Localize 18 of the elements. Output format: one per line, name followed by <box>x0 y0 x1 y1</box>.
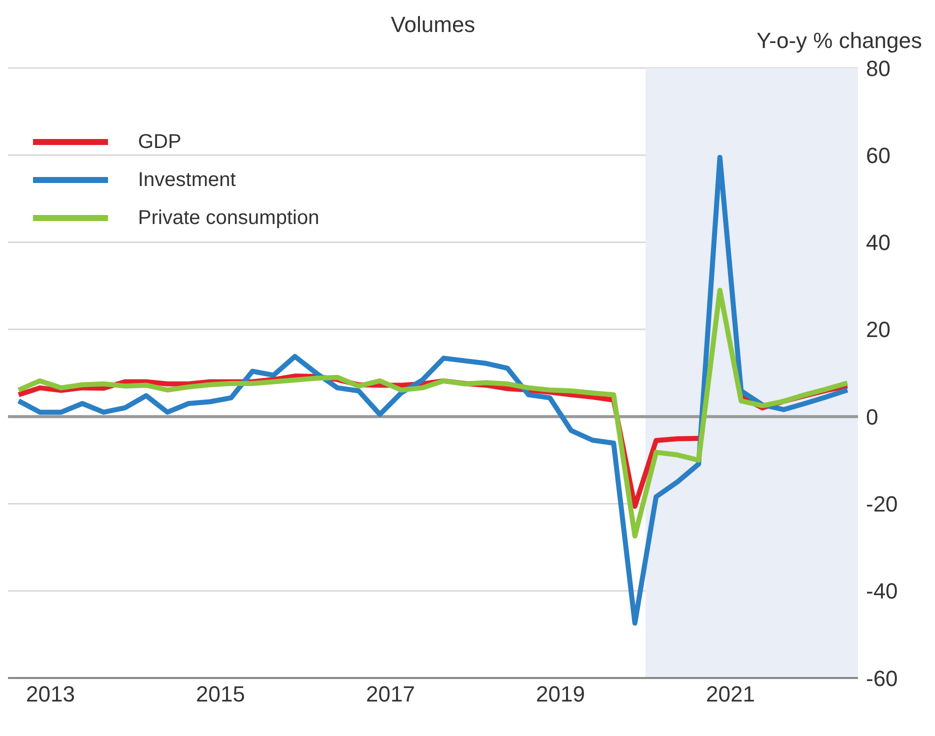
y-tick-label: 0 <box>866 404 878 430</box>
chart-title: Volumes <box>390 12 476 37</box>
legend-label: Investment <box>138 168 236 193</box>
y-tick-label: -60 <box>866 666 898 691</box>
x-tick-label: 2015 <box>196 682 245 707</box>
x-tick-label: 2021 <box>706 682 755 707</box>
y-tick-label: -20 <box>866 492 898 517</box>
y-axis-title: Y-o-y % changes <box>756 28 922 54</box>
x-tick-label: 2013 <box>26 682 75 707</box>
x-tick-label: 2019 <box>536 682 585 707</box>
legend-label: Private consumption <box>138 206 320 231</box>
y-tick-label: -40 <box>866 578 898 604</box>
y-tick-label: 80 <box>866 56 890 81</box>
y-tick-label: 60 <box>866 142 890 168</box>
y-tick-label: 40 <box>866 230 890 256</box>
y-tick-label: 20 <box>866 317 890 342</box>
x-tick-label: 2017 <box>366 682 415 707</box>
legend-label: GDP <box>138 130 182 155</box>
